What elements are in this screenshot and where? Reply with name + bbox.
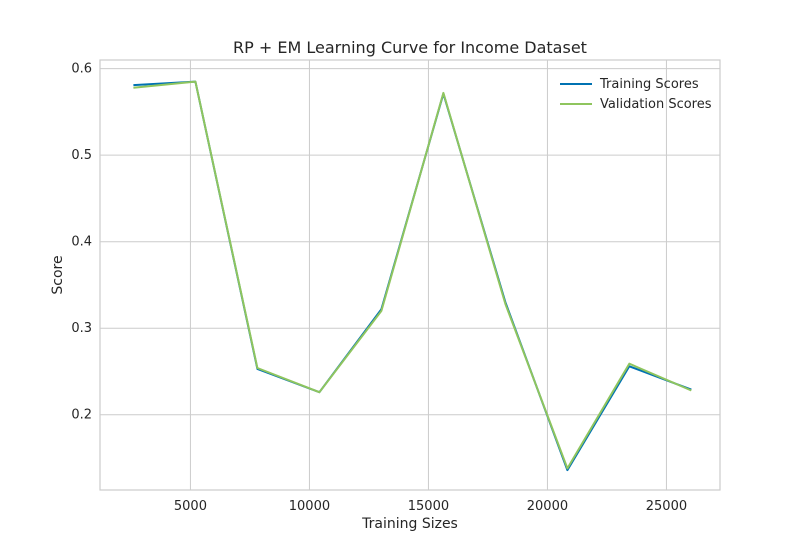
series-line-training (133, 80, 692, 472)
legend-entry: Validation Scores (600, 97, 712, 112)
x-tick-label: 10000 (289, 499, 330, 514)
x-tick-label: 5000 (174, 499, 207, 514)
y-tick-label: 0.6 (71, 62, 92, 77)
grid-lines (100, 60, 720, 490)
series-lines (133, 80, 692, 472)
y-axis-label: Score (50, 255, 66, 294)
chart-title: RP + EM Learning Curve for Income Datase… (233, 38, 587, 57)
x-axis-label: Training Sizes (361, 516, 458, 532)
y-tick-label: 0.5 (71, 148, 92, 163)
x-tick-label: 25000 (646, 499, 687, 514)
series-line-validation (133, 80, 692, 470)
plot-frame (99, 59, 721, 491)
x-tick-label: 15000 (408, 499, 449, 514)
legend-entry: Training Scores (599, 77, 699, 92)
y-tick-label: 0.3 (71, 321, 92, 336)
x-tick-label: 20000 (527, 499, 568, 514)
legend: Training Scores Validation Scores (560, 77, 712, 112)
tick-labels: 5000 10000 15000 20000 25000 0.2 0.3 0.4 0.5 0.6 (71, 62, 687, 514)
y-tick-label: 0.2 (71, 408, 92, 423)
y-tick-label: 0.4 (71, 235, 92, 250)
